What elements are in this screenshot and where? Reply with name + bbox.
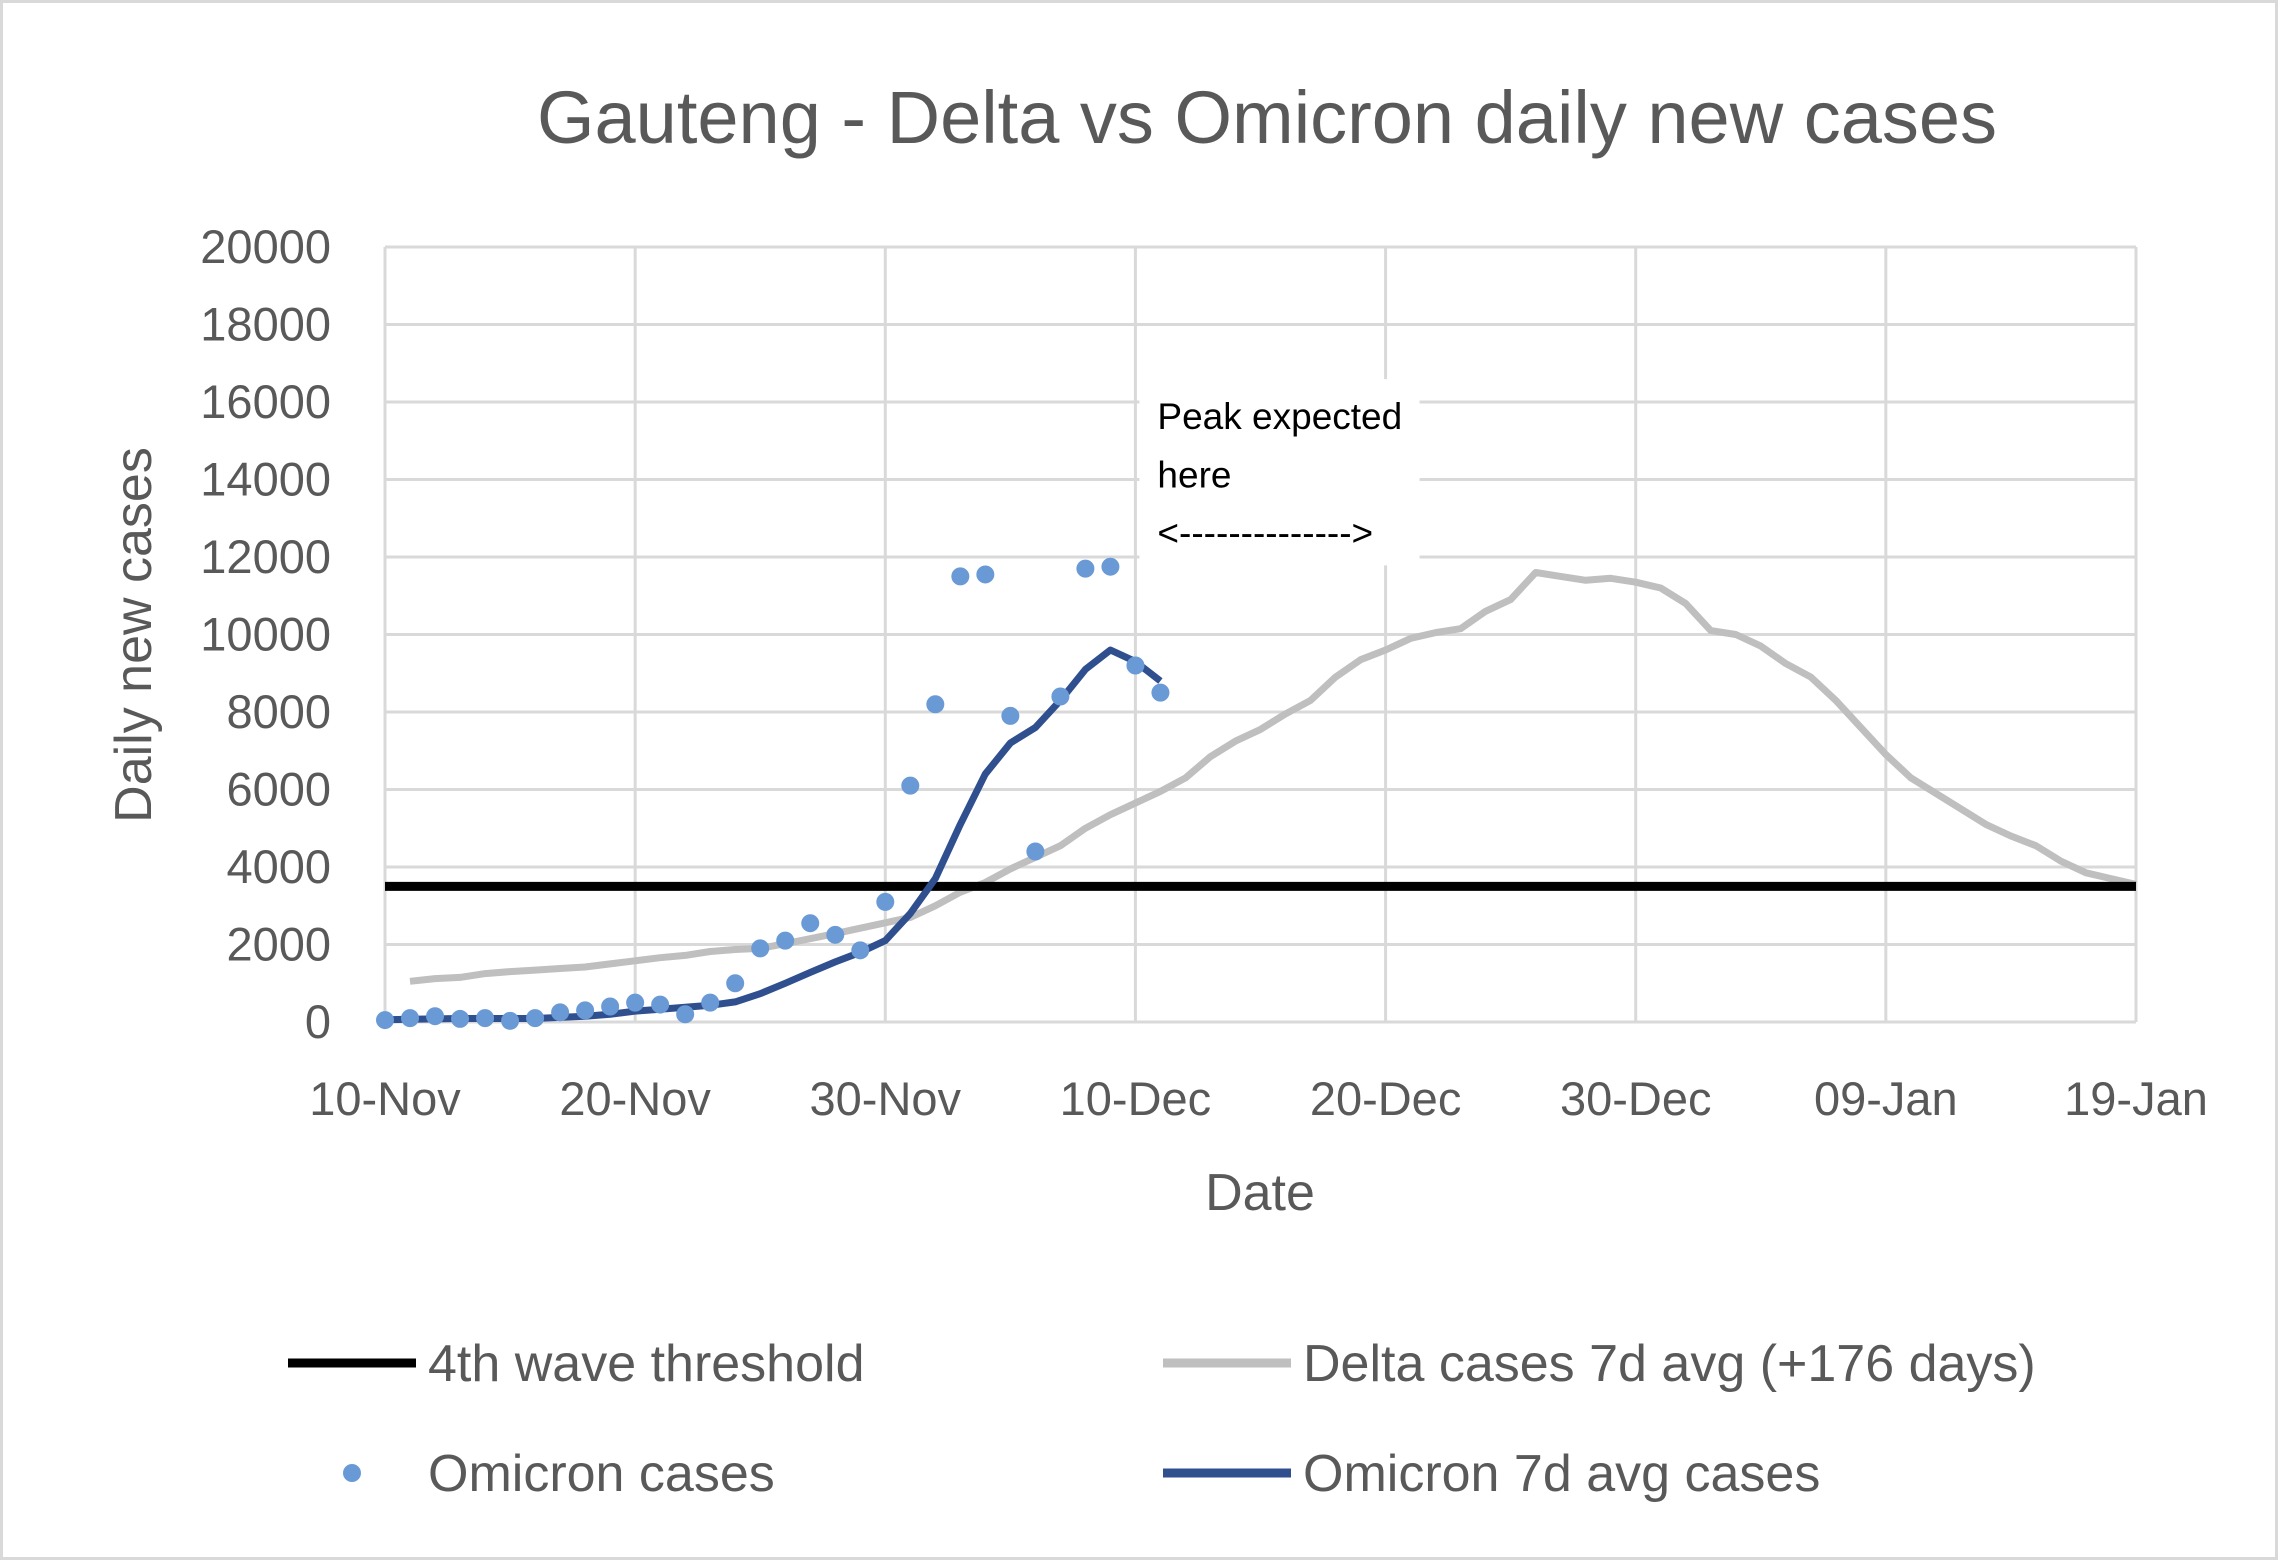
legend: 4th wave threshold Delta cases 7d avg (+1…	[288, 1335, 2036, 1503]
omicron-case-point	[426, 1007, 445, 1026]
x-axis-title: Date	[1205, 1164, 1315, 1222]
chart-title: Gauteng - Delta vs Omicron daily new cas…	[537, 76, 1997, 159]
omicron-case-point	[626, 993, 645, 1012]
legend-label: Omicron 7d avg cases	[1303, 1445, 1820, 1503]
y-tick-label: 4000	[226, 840, 331, 893]
y-tick-label: 6000	[226, 763, 331, 816]
omicron-case-point	[801, 914, 820, 933]
omicron-7d-avg-line	[384, 646, 1163, 1024]
y-tick-label: 0	[305, 995, 331, 1048]
y-tick-label: 12000	[200, 530, 331, 583]
omicron-case-point	[1126, 656, 1145, 675]
omicron-case-point	[751, 939, 770, 958]
omicron-case-point	[826, 925, 845, 944]
annotation-text-line: <-------------->	[1157, 512, 1373, 553]
omicron-case-point	[601, 997, 620, 1016]
omicron-case-point	[676, 1005, 695, 1024]
annotation-text-line: Peak expected	[1157, 396, 1402, 437]
omicron-case-point	[776, 931, 795, 950]
annotation-layer: Peak expected here <-------------->	[1139, 379, 1420, 566]
annotation-text-line: here	[1157, 454, 1231, 495]
omicron-case-point	[926, 695, 945, 714]
grid-layer	[383, 245, 2138, 1024]
omicron-case-point	[726, 974, 745, 993]
legend-label: 4th wave threshold	[428, 1335, 865, 1393]
omicron-case-point	[551, 1003, 570, 1022]
omicron-case-point	[1001, 706, 1020, 725]
omicron-case-point	[1076, 559, 1095, 578]
x-tick-label: 10-Nov	[309, 1072, 461, 1125]
x-tick-labels: 10-Nov 20-Nov 30-Nov 10-Dec 20-Dec 30-Dec 09-J…	[309, 1072, 2208, 1125]
omicron-case-point	[476, 1009, 495, 1028]
y-axis-title: Daily new cases	[105, 447, 163, 823]
y-tick-label: 8000	[226, 685, 331, 738]
legend-label: Omicron cases	[428, 1445, 775, 1503]
legend-item-omicron-avg: Omicron 7d avg cases	[1163, 1445, 1820, 1503]
y-tick-label: 14000	[200, 453, 331, 506]
legend-item-threshold: 4th wave threshold	[288, 1335, 865, 1393]
omicron-case-point	[451, 1009, 470, 1028]
omicron-case-point	[1101, 557, 1120, 576]
omicron-case-point	[901, 776, 920, 795]
omicron-case-point	[1051, 687, 1070, 706]
y-tick-labels: 0 2000 4000 6000 8000 10000 12000 14000 16000 180…	[200, 220, 331, 1048]
y-tick-label: 20000	[200, 220, 331, 273]
omicron-case-point	[876, 892, 895, 911]
legend-label: Delta cases 7d avg (+176 days)	[1303, 1335, 2036, 1393]
y-tick-label: 2000	[226, 918, 331, 971]
y-tick-label: 18000	[200, 298, 331, 351]
delta-7d-avg-line	[409, 569, 2137, 985]
x-tick-label: 09-Jan	[1814, 1072, 1958, 1125]
omicron-case-point	[851, 941, 870, 960]
x-tick-label: 10-Dec	[1060, 1072, 1212, 1125]
omicron-case-point	[1151, 683, 1170, 702]
y-tick-label: 10000	[200, 608, 331, 661]
omicron-case-point	[376, 1011, 394, 1030]
omicron-case-point	[526, 1009, 545, 1028]
x-tick-label: 30-Dec	[1560, 1072, 1712, 1125]
x-tick-label: 30-Nov	[810, 1072, 962, 1125]
omicron-case-point	[1026, 842, 1045, 861]
x-tick-label: 19-Jan	[2064, 1072, 2208, 1125]
omicron-case-point	[576, 1001, 595, 1020]
x-tick-label: 20-Dec	[1310, 1072, 1462, 1125]
y-tick-label: 16000	[200, 375, 331, 428]
legend-item-omicron-cases: Omicron cases	[343, 1445, 775, 1503]
series-layer	[376, 557, 2137, 1030]
omicron-case-point	[701, 993, 720, 1012]
legend-item-delta: Delta cases 7d avg (+176 days)	[1163, 1335, 2036, 1393]
omicron-case-point	[951, 567, 970, 586]
x-tick-label: 20-Nov	[559, 1072, 711, 1125]
omicron-case-point	[976, 565, 995, 584]
annotation-box	[1139, 379, 1420, 566]
omicron-case-point	[501, 1011, 520, 1030]
chart-svg: Gauteng - Delta vs Omicron daily new cas…	[105, 76, 2208, 1503]
omicron-case-point	[651, 995, 670, 1014]
legend-dot-swatch	[343, 1464, 361, 1482]
omicron-case-point	[401, 1009, 420, 1028]
